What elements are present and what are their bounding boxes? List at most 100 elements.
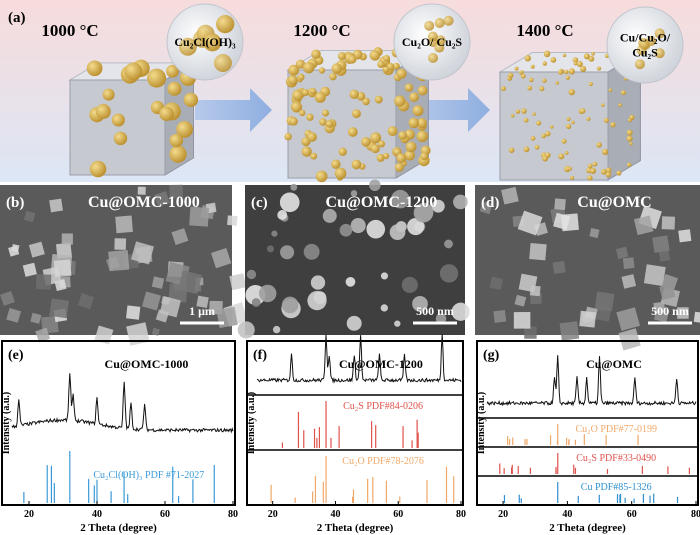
particle: [618, 103, 622, 107]
sem-crystal: [171, 228, 189, 246]
particle: [292, 89, 304, 101]
sem-crystal: [22, 262, 37, 277]
cube-front: [499, 71, 609, 181]
sem-crystal: [35, 327, 51, 343]
particle: [396, 68, 407, 79]
inset-particle: [434, 18, 445, 29]
sem-crystal: [154, 191, 170, 207]
particle: [370, 144, 380, 154]
sem-particle: [350, 190, 358, 197]
sem-particle: [391, 189, 410, 209]
sem-crystal: [616, 307, 641, 331]
scale-bar-label: 1 μm: [189, 304, 215, 318]
panel-label: (e): [8, 348, 24, 363]
particle: [299, 109, 306, 117]
particle: [605, 167, 612, 174]
sem-particle: [246, 269, 257, 280]
sem-crystal: [94, 325, 114, 345]
particle: [587, 163, 593, 169]
sem-particle: [345, 276, 356, 287]
sample-name: Cu@OMC: [577, 194, 651, 211]
sem-crystal: [678, 229, 692, 243]
x-tick-label: 60: [627, 509, 637, 520]
plot-frame: [476, 340, 699, 506]
sem-particle: [444, 239, 453, 249]
inset-particle: [639, 39, 650, 50]
particle: [566, 117, 571, 122]
y-axis-label: Intensity (a.u.): [246, 392, 257, 455]
sem-crystal: [6, 308, 22, 323]
particle: [289, 117, 298, 126]
sem-crystal: [479, 201, 493, 215]
panel-label: (a): [8, 10, 26, 26]
panel-label: (g): [483, 348, 500, 363]
particle: [301, 146, 312, 157]
particle: [592, 161, 598, 167]
sem-crystal: [61, 233, 73, 245]
sem-particle: [431, 199, 445, 213]
x-tick-label: 40: [562, 509, 572, 520]
sem-crystal: [493, 309, 507, 323]
sem-particle: [310, 275, 326, 290]
particle: [524, 55, 532, 62]
sem-crystal: [115, 215, 133, 234]
particle: [394, 162, 404, 172]
particle: [587, 175, 593, 181]
particle: [626, 162, 632, 167]
particle: [297, 73, 305, 81]
plot-frame: [1, 340, 236, 506]
particle: [331, 159, 341, 169]
product: Cu₂Cl(OH)₃: [174, 35, 236, 49]
sem-particle: [307, 291, 327, 311]
particle: [572, 57, 579, 63]
particle: [169, 145, 187, 163]
particle: [295, 59, 306, 69]
particle: [589, 167, 597, 174]
reference-label: Cu₂S PDF#33-0490: [576, 453, 656, 464]
sem-crystal: [151, 276, 165, 289]
sem-particle: [281, 296, 299, 314]
particle: [596, 66, 602, 71]
particle: [562, 53, 567, 58]
particle: [566, 123, 572, 130]
particle: [529, 77, 534, 83]
particle: [95, 103, 111, 119]
particle: [378, 140, 386, 148]
inset-particle: [427, 31, 438, 42]
particle: [608, 88, 613, 92]
reference-label: Cu₂Cl(OH)₃ PDF #71-2027: [93, 470, 204, 481]
particle: [523, 117, 529, 123]
sem-crystal: [514, 294, 527, 307]
particle: [580, 108, 586, 114]
particle: [603, 117, 609, 123]
particle: [567, 166, 572, 171]
particle: [508, 147, 515, 153]
particle: [377, 60, 385, 69]
sem-crystal: [35, 274, 52, 290]
sem-particle: [380, 304, 388, 312]
particle: [500, 86, 507, 92]
sem-crystal: [622, 257, 635, 269]
particle: [102, 88, 115, 101]
particle: [166, 64, 179, 78]
particle: [183, 92, 199, 108]
particle: [314, 91, 326, 103]
particle: [523, 146, 530, 153]
arrow: [195, 88, 272, 132]
sem-crystal: [677, 307, 689, 319]
product: Cu₂O/ Cu₂S: [402, 35, 463, 49]
sem-particle: [271, 230, 278, 237]
sem-crystal: [501, 186, 519, 205]
particle: [620, 90, 626, 96]
particle: [600, 168, 607, 175]
sem-crystal: [141, 291, 161, 311]
sem-crystal: [517, 210, 543, 236]
y-axis-label: Intensity (a.u.): [1, 392, 12, 455]
particle: [573, 61, 578, 66]
sem-crystal: [589, 227, 600, 239]
particle: [591, 51, 595, 56]
particle: [319, 118, 327, 126]
particle: [348, 55, 357, 64]
particle: [416, 117, 427, 129]
inset-particle: [216, 14, 235, 33]
